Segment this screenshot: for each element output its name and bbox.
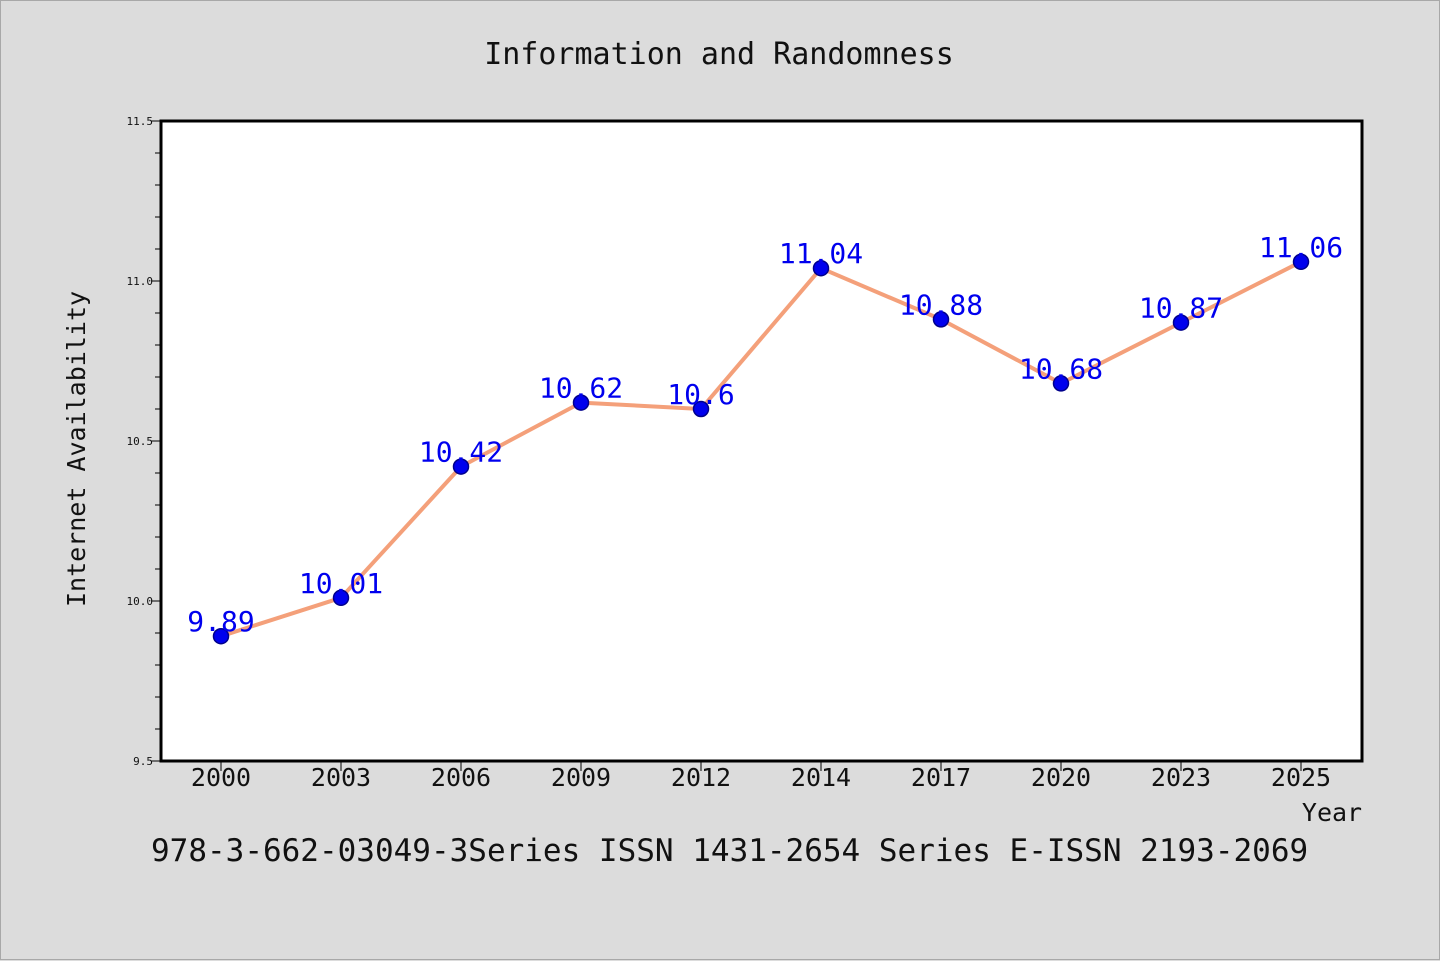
x-tick-label: 2009 xyxy=(551,763,611,792)
data-point xyxy=(932,311,950,328)
x-tick-label: 2014 xyxy=(791,763,851,792)
x-tick-label: 2020 xyxy=(1031,763,1091,792)
data-point xyxy=(332,589,350,607)
y-tick-label: 10.0 xyxy=(127,595,154,608)
series-line xyxy=(219,259,1303,639)
data-point xyxy=(812,259,830,277)
plot-area xyxy=(159,119,1364,763)
x-tick-label: 2003 xyxy=(311,763,371,792)
data-point xyxy=(212,627,230,645)
series-layer xyxy=(212,253,1310,645)
data-label: 10.62 xyxy=(539,372,623,405)
x-axis: 2000 2003 2006 2009 2012 2014 2017 2020 2023 2025 xyxy=(191,761,1331,792)
y-axis-label: Internet Availability xyxy=(62,291,91,607)
chart-title: Information and Randomness xyxy=(484,37,954,72)
x-tick-label: 2006 xyxy=(431,763,491,792)
data-point xyxy=(452,458,470,475)
x-tick-label: 2017 xyxy=(911,763,971,792)
data-point xyxy=(1292,253,1310,271)
data-point xyxy=(1172,314,1190,331)
x-tick-label: 2000 xyxy=(191,763,251,792)
y-tick-label: 9.5 xyxy=(133,755,153,768)
data-label: 10.6 xyxy=(667,378,734,411)
footer-text: 978-3-662-03049-3Series ISSN 1431-2654 S… xyxy=(151,833,1309,869)
data-label: 10.42 xyxy=(419,436,503,469)
data-label: 10.01 xyxy=(299,567,383,600)
data-point xyxy=(1052,375,1070,392)
data-label: 10.88 xyxy=(899,288,983,321)
x-tick-label: 2023 xyxy=(1151,763,1211,792)
x-axis-label: Year xyxy=(1302,798,1362,827)
data-label: 9.89 xyxy=(187,605,254,638)
x-tick-label: 2012 xyxy=(671,763,731,792)
y-tick-label: 10.5 xyxy=(127,435,154,448)
data-label: 10.87 xyxy=(1139,292,1223,325)
data-point xyxy=(572,394,590,411)
y-axis: 9.5 10.0 10.5 11.0 11.5 xyxy=(127,115,161,768)
data-label: 10.68 xyxy=(1019,352,1103,385)
y-tick-label: 11.5 xyxy=(127,115,154,128)
data-label: 11.04 xyxy=(779,237,863,270)
data-label: 11.06 xyxy=(1259,231,1343,264)
data-label-layer: 9.89 10.01 10.42 10.62 10.6 11.04 10.88 10.68 10… xyxy=(187,231,1343,638)
data-point xyxy=(692,400,710,418)
x-tick-label: 2025 xyxy=(1271,763,1331,792)
y-tick-label: 11.0 xyxy=(127,275,154,288)
